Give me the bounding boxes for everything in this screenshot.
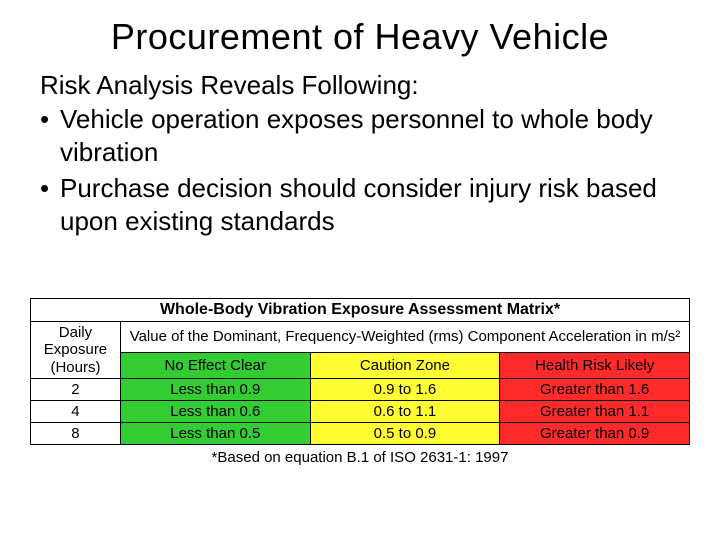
matrix-header-row: Daily Exposure (Hours) Value of the Domi… <box>31 322 690 353</box>
table-row: 8 Less than 0.5 0.5 to 0.9 Greater than … <box>31 422 690 444</box>
yellow-cell: 0.6 to 1.1 <box>310 400 500 422</box>
table-row: 4 Less than 0.6 0.6 to 1.1 Greater than … <box>31 400 690 422</box>
matrix-col-header: Value of the Dominant, Frequency-Weighte… <box>120 322 689 353</box>
bullet-item: Vehicle operation exposes personnel to w… <box>40 101 680 170</box>
hours-cell: 8 <box>31 422 121 444</box>
matrix-table: Whole-Body Vibration Exposure Assessment… <box>30 298 690 445</box>
yellow-cell: 0.5 to 0.9 <box>310 422 500 444</box>
matrix-row-header: Daily Exposure (Hours) <box>31 322 121 379</box>
green-cell: Less than 0.9 <box>120 378 310 400</box>
green-cell: Less than 0.6 <box>120 400 310 422</box>
slide-title: Procurement of Heavy Vehicle <box>0 0 720 66</box>
matrix-title: Whole-Body Vibration Exposure Assessment… <box>31 299 690 322</box>
green-cell: Less than 0.5 <box>120 422 310 444</box>
bullet-list: Vehicle operation exposes personnel to w… <box>0 101 720 239</box>
matrix-title-row: Whole-Body Vibration Exposure Assessment… <box>31 299 690 322</box>
vibration-matrix: Whole-Body Vibration Exposure Assessment… <box>30 298 690 466</box>
red-cell: Greater than 0.9 <box>500 422 690 444</box>
bullet-item: Purchase decision should consider injury… <box>40 170 680 239</box>
yellow-cell: 0.9 to 1.6 <box>310 378 500 400</box>
matrix-footnote: *Based on equation B.1 of ISO 2631-1: 19… <box>30 445 690 466</box>
red-cell: Greater than 1.6 <box>500 378 690 400</box>
hours-cell: 4 <box>31 400 121 422</box>
table-row: 2 Less than 0.9 0.9 to 1.6 Greater than … <box>31 378 690 400</box>
red-cell: Greater than 1.1 <box>500 400 690 422</box>
zone-yellow-label: Caution Zone <box>310 353 500 378</box>
matrix-zone-row: No Effect Clear Caution Zone Health Risk… <box>31 353 690 378</box>
slide-subtitle: Risk Analysis Reveals Following: <box>0 66 720 101</box>
zone-green-label: No Effect Clear <box>120 353 310 378</box>
zone-red-label: Health Risk Likely <box>500 353 690 378</box>
hours-cell: 2 <box>31 378 121 400</box>
slide: Procurement of Heavy Vehicle Risk Analys… <box>0 0 720 540</box>
